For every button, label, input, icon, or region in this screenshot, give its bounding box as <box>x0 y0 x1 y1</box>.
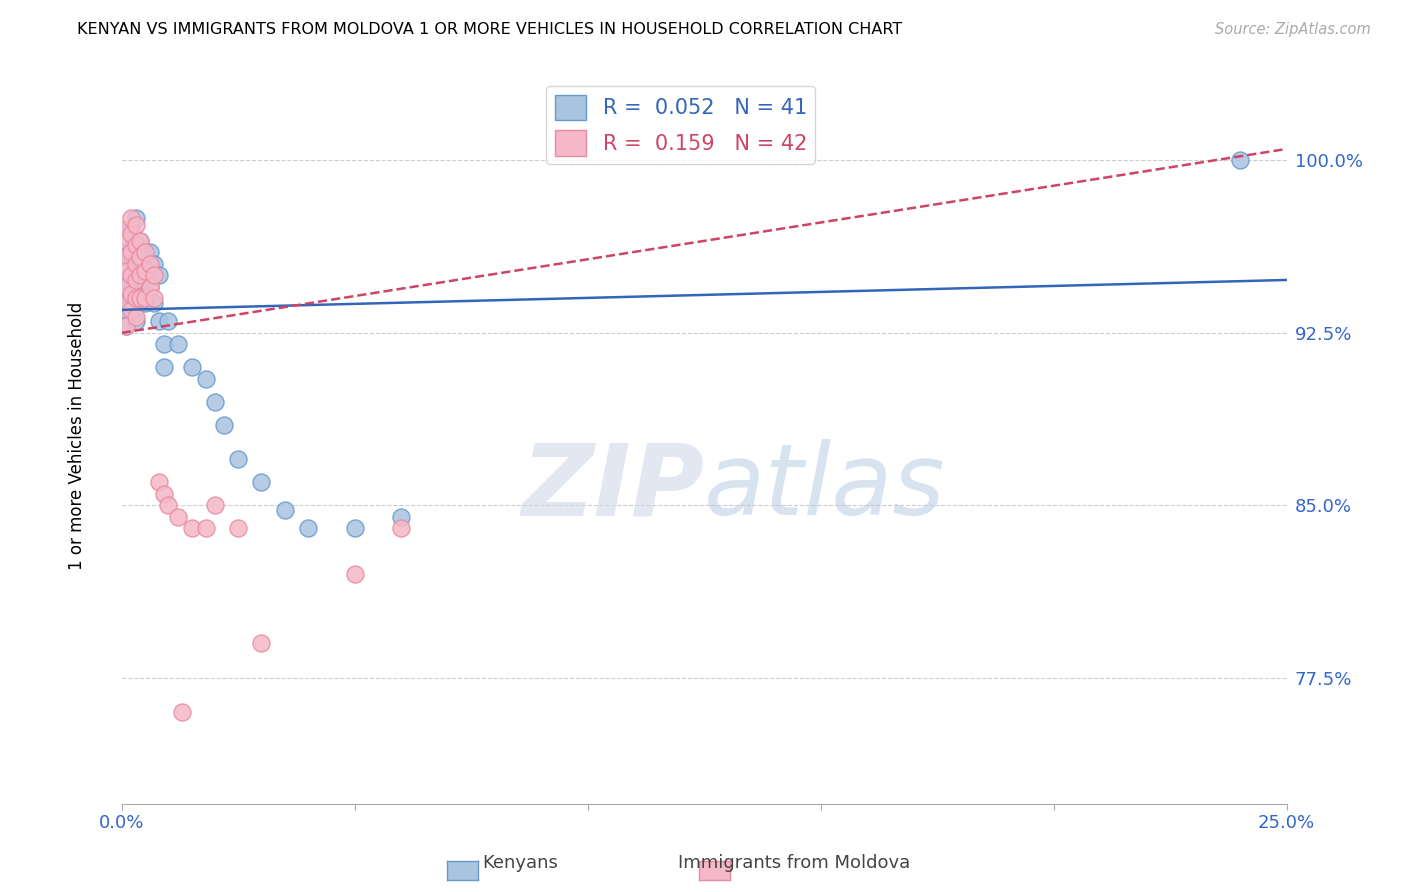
Text: Immigrants from Moldova: Immigrants from Moldova <box>678 855 911 872</box>
Point <box>120 227 142 241</box>
Point <box>166 337 188 351</box>
Point <box>134 291 156 305</box>
Point <box>226 452 249 467</box>
Text: KENYAN VS IMMIGRANTS FROM MOLDOVA 1 OR MORE VEHICLES IN HOUSEHOLD CORRELATION CH: KENYAN VS IMMIGRANTS FROM MOLDOVA 1 OR M… <box>77 22 903 37</box>
Point <box>134 250 156 264</box>
Point <box>180 521 202 535</box>
Point <box>120 241 142 255</box>
Point <box>124 211 146 225</box>
Point <box>115 234 138 248</box>
Point <box>115 250 138 264</box>
Point <box>389 509 412 524</box>
Point <box>115 250 138 264</box>
Point <box>124 273 146 287</box>
Point <box>120 222 142 236</box>
Point <box>343 567 366 582</box>
Point <box>134 296 156 310</box>
Point <box>148 268 170 283</box>
Point <box>129 234 152 248</box>
Point <box>124 238 146 252</box>
Text: 1 or more Vehicles in Household: 1 or more Vehicles in Household <box>69 302 86 570</box>
Point <box>120 286 142 301</box>
Point <box>226 521 249 535</box>
Point <box>124 257 146 271</box>
Point <box>134 264 156 278</box>
Point <box>120 211 142 225</box>
Point <box>172 705 194 719</box>
Point <box>152 360 174 375</box>
Point <box>115 318 138 333</box>
Point <box>143 268 166 283</box>
Point <box>194 372 217 386</box>
Point <box>166 509 188 524</box>
Point <box>143 257 166 271</box>
Point <box>204 498 226 512</box>
Text: Kenyans: Kenyans <box>482 855 558 872</box>
Point <box>115 280 138 294</box>
Point <box>115 222 138 236</box>
Point <box>343 521 366 535</box>
Point <box>297 521 319 535</box>
Point <box>129 264 152 278</box>
Point <box>134 245 156 260</box>
Point <box>115 264 138 278</box>
Point <box>124 291 146 305</box>
Point <box>148 475 170 490</box>
Point <box>143 296 166 310</box>
Point <box>250 636 273 650</box>
Point <box>148 314 170 328</box>
Point <box>129 250 152 264</box>
Point <box>124 273 146 287</box>
Point <box>1229 153 1251 168</box>
Point <box>134 273 156 287</box>
Point <box>120 268 142 283</box>
Point <box>129 234 152 248</box>
Point <box>138 280 160 294</box>
Legend: R =  0.052   N = 41, R =  0.159   N = 42: R = 0.052 N = 41, R = 0.159 N = 42 <box>547 87 815 164</box>
Point <box>274 503 297 517</box>
Point <box>124 245 146 260</box>
Point <box>115 280 138 294</box>
Point <box>138 257 160 271</box>
Point <box>129 268 152 283</box>
Point <box>115 296 138 310</box>
Point <box>389 521 412 535</box>
Point <box>124 296 146 310</box>
Point <box>124 314 146 328</box>
Point <box>204 394 226 409</box>
Point <box>138 280 160 294</box>
Point <box>120 291 142 305</box>
Text: atlas: atlas <box>704 439 946 536</box>
Text: Source: ZipAtlas.com: Source: ZipAtlas.com <box>1215 22 1371 37</box>
Point <box>120 268 142 283</box>
Point <box>250 475 273 490</box>
Point <box>157 498 180 512</box>
Point <box>115 302 138 317</box>
Point <box>180 360 202 375</box>
Point <box>115 318 138 333</box>
Point <box>124 310 146 324</box>
Point <box>124 218 146 232</box>
Point <box>120 245 142 260</box>
Point <box>129 291 152 305</box>
Point <box>212 417 235 432</box>
Point <box>194 521 217 535</box>
Text: ZIP: ZIP <box>522 439 704 536</box>
Point <box>124 257 146 271</box>
Point <box>138 245 160 260</box>
Point <box>120 302 142 317</box>
Point <box>143 291 166 305</box>
Point <box>157 314 180 328</box>
Point <box>152 486 174 500</box>
Point <box>152 337 174 351</box>
Point <box>129 291 152 305</box>
